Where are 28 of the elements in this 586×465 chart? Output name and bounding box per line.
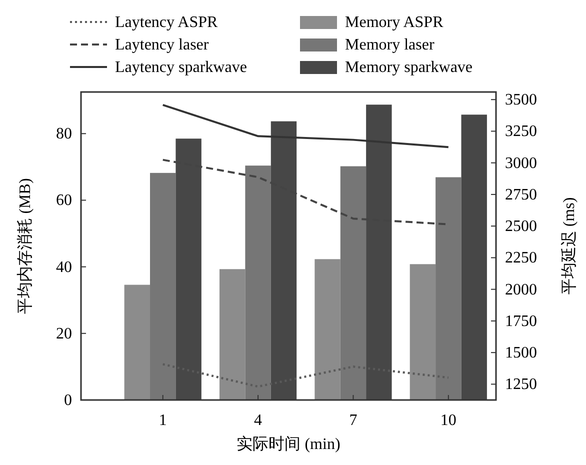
y2-tick-label: 1500 — [505, 344, 537, 362]
x-axis-title: 实际时间 (min) — [236, 435, 340, 453]
y2-tick-label: 3500 — [505, 92, 537, 109]
y-tick-label: 80 — [56, 126, 72, 143]
y2-tick-label: 2000 — [505, 281, 537, 298]
y2-tick-label: 2250 — [505, 250, 537, 267]
x-tick-label: 1 — [158, 412, 167, 429]
x-tick-label: 7 — [349, 412, 358, 429]
y-tick-label: 20 — [56, 325, 72, 342]
legend-label: Laytency laser — [115, 36, 210, 54]
y2-axis-title: 平均延迟 (ms) — [560, 197, 578, 295]
y2-tick-label: 2750 — [505, 186, 537, 204]
y-tick-label: 0 — [64, 392, 72, 409]
legend-label: Memory laser — [345, 36, 435, 54]
y-tick-label: 60 — [56, 192, 72, 210]
y-tick-label: 40 — [56, 258, 72, 276]
y-axis-title: 平均内存消耗 (MB) — [16, 178, 34, 314]
x-tick-label: 10 — [440, 412, 456, 429]
legend-label: Laytency ASPR — [115, 14, 218, 31]
y2-tick-label: 3000 — [505, 154, 537, 172]
x-tick-label: 4 — [254, 412, 262, 429]
y2-tick-label: 2500 — [505, 218, 537, 236]
legend-label: Memory sparkwave — [345, 59, 473, 76]
legend-label: Memory ASPR — [345, 14, 444, 31]
y2-tick-label: 1750 — [505, 312, 537, 330]
y2-tick-label: 1250 — [505, 376, 537, 394]
legend-label: Laytency sparkwave — [115, 59, 247, 76]
y2-tick-label: 3250 — [505, 123, 537, 140]
